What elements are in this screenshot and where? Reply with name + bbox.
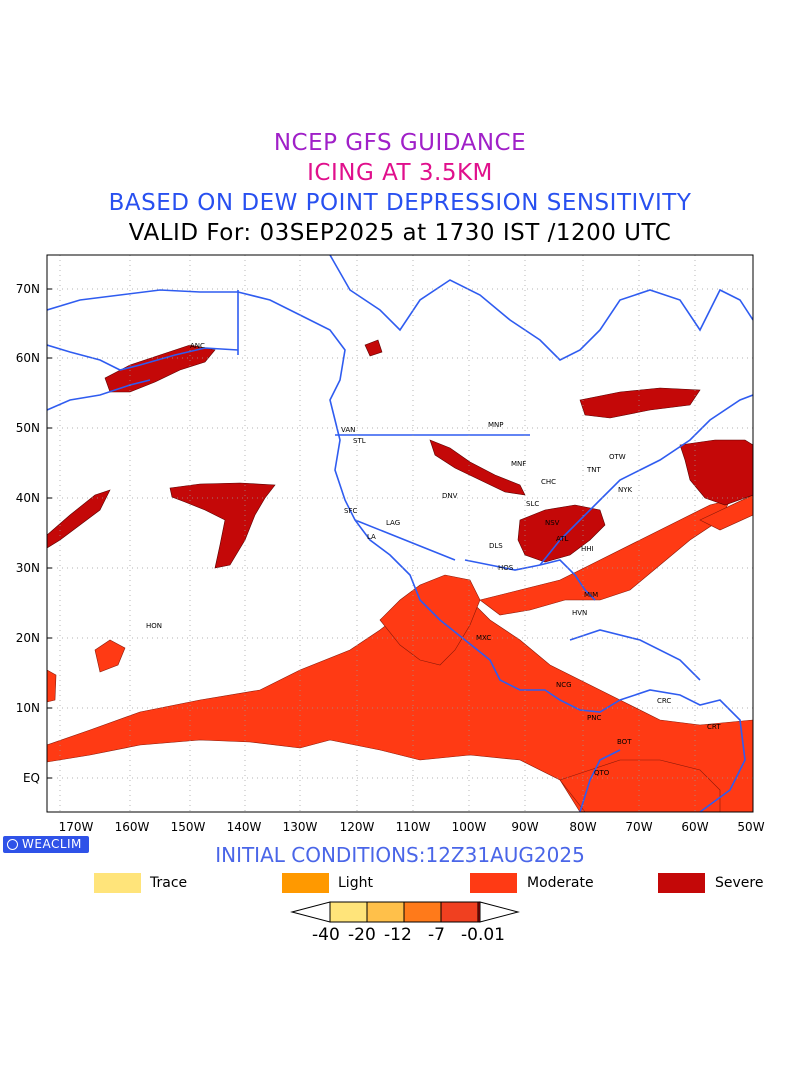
colorbar-label: -7 — [428, 925, 445, 945]
lon-label: 100W — [452, 820, 487, 834]
colorbar-arrow-right — [479, 901, 520, 923]
legend-label-light: Light — [338, 875, 373, 891]
lat-label: EQ — [23, 771, 40, 785]
colorbar-label: -0.01 — [461, 925, 505, 945]
station-label: HOS — [498, 564, 514, 572]
lon-label: 120W — [340, 820, 375, 834]
coastlines — [47, 255, 753, 812]
station-label: PNC — [587, 714, 601, 722]
station-label: SFC — [344, 507, 357, 515]
map-border — [46, 254, 754, 813]
lon-label: 130W — [283, 820, 318, 834]
station-label: MNF — [511, 460, 526, 468]
lat-label: 10N — [16, 701, 40, 715]
lon-label: 140W — [227, 820, 262, 834]
initial-conditions: INITIAL CONDITIONS:12Z31AUG2025 — [215, 843, 585, 867]
station-label: CHC — [541, 478, 556, 486]
legend-label-severe: Severe — [715, 875, 764, 891]
legend-swatch-moderate — [470, 873, 517, 893]
longitude-labels: 170W 160W 150W 140W 130W 120W 110W 100W 90W 80W 70… — [59, 820, 765, 834]
lon-label: 70W — [625, 820, 652, 834]
weaclim-logo-icon — [7, 839, 18, 850]
legend-swatch-severe — [658, 873, 705, 893]
station-label: HHI — [581, 545, 594, 553]
title-line-3: BASED ON DEW POINT DEPRESSION SENSITIVIT… — [108, 190, 692, 216]
lat-label: 60N — [16, 351, 40, 365]
station-label: SLC — [526, 500, 539, 508]
station-label: MXC — [476, 634, 491, 642]
colorbar-box — [403, 901, 442, 923]
colorbar-label: -20 — [348, 925, 376, 945]
station-label: MNP — [488, 421, 504, 429]
lon-label: 50W — [737, 820, 764, 834]
station-label: HVN — [572, 609, 587, 617]
lon-label: 60W — [681, 820, 708, 834]
legend-swatch-light — [282, 873, 329, 893]
station-label: TNT — [586, 466, 602, 474]
legend-label-trace: Trace — [150, 875, 188, 891]
lat-label: 20N — [16, 631, 40, 645]
colorbar — [290, 901, 520, 923]
lat-label: 70N — [16, 282, 40, 296]
title-line-2: ICING AT 3.5KM — [307, 160, 493, 186]
weaclim-badge: WEACLIM — [3, 836, 89, 853]
station-label: DNV — [442, 492, 458, 500]
colorbar-label: -12 — [384, 925, 412, 945]
station-labels: VAN STL MNP MNF CHC TNT OTW NYK DNV SLC SFC LAG LA NS… — [146, 342, 721, 777]
station-label: MIM — [584, 591, 598, 599]
colorbar-box — [366, 901, 405, 923]
colorbar-box — [329, 901, 368, 923]
station-label: LAG — [386, 519, 400, 527]
severe-icing-regions — [47, 339, 753, 569]
latitude-labels: 70N 60N 50N 40N 30N 20N 10N EQ — [16, 282, 52, 785]
station-label: LA — [367, 533, 376, 541]
station-label: BOT — [617, 738, 632, 746]
lon-label: 170W — [59, 820, 94, 834]
lat-label: 50N — [16, 421, 40, 435]
station-label: HON — [146, 622, 162, 630]
lat-label: 30N — [16, 561, 40, 575]
station-label: ANC — [190, 342, 205, 350]
lon-label: 160W — [115, 820, 150, 834]
station-label: NCG — [556, 681, 572, 689]
station-label: NYK — [618, 486, 633, 494]
legend-swatch-trace — [94, 873, 141, 893]
title-line-1: NCEP GFS GUIDANCE — [273, 130, 527, 156]
colorbar-box — [440, 901, 479, 923]
station-label: STL — [353, 437, 366, 445]
station-label: NSV — [545, 519, 560, 527]
map-area: VAN STL MNP MNF CHC TNT OTW NYK DNV SLC SFC LAG LA NS… — [47, 255, 753, 812]
lon-label: 150W — [171, 820, 206, 834]
colorbar-label: -40 — [312, 925, 340, 945]
lon-label: 80W — [569, 820, 596, 834]
weaclim-label: WEACLIM — [22, 837, 82, 851]
station-label: VAN — [341, 426, 355, 434]
station-label: DLS — [489, 542, 503, 550]
colorbar-arrow-left — [290, 901, 331, 923]
station-label: OTW — [609, 453, 626, 461]
lat-label: 40N — [16, 491, 40, 505]
station-label: QTO — [594, 769, 610, 777]
lon-label: 110W — [396, 820, 431, 834]
moderate-icing-regions — [47, 494, 753, 812]
lon-label: 90W — [511, 820, 538, 834]
legend-label-moderate: Moderate — [527, 875, 594, 891]
valid-time: VALID For: 03SEP2025 at 1730 IST /1200 U… — [128, 220, 672, 246]
station-label: CRC — [657, 697, 671, 705]
station-label: CRT — [707, 723, 721, 731]
station-label: ATL — [556, 535, 569, 543]
